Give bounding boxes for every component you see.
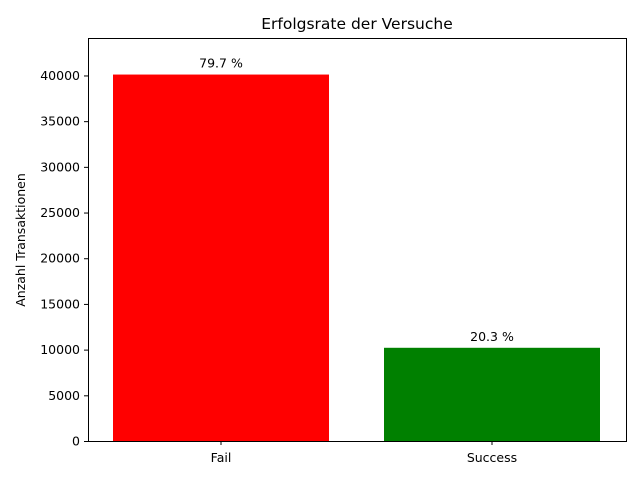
x-axis-ticks: Fail Success <box>211 441 517 465</box>
plot-area-frame <box>88 38 627 442</box>
chart-title: Erfolgsrate der Versuche <box>261 15 453 33</box>
bars-layer <box>113 74 600 442</box>
y-tick-label: 25000 <box>40 205 80 220</box>
data-label-success: 20.3 % <box>470 329 514 344</box>
y-tick-label: 5000 <box>48 388 80 403</box>
y-tick-label: 10000 <box>40 342 80 357</box>
x-tick-label: Success <box>467 450 517 465</box>
y-tick-label: 20000 <box>40 251 80 266</box>
bar-fail <box>113 74 329 442</box>
y-tick-label: 0 <box>72 434 80 449</box>
y-tick-label: 15000 <box>40 296 80 311</box>
y-axis-ticks: 0 5000 10000 15000 20000 25000 30000 35000 40000 <box>40 68 88 449</box>
y-tick-label: 30000 <box>40 159 80 174</box>
y-tick-label: 35000 <box>40 114 80 129</box>
y-tick-label: 40000 <box>40 68 80 83</box>
data-labels-layer: 79.7 % 20.3 % <box>199 56 514 344</box>
x-tick-label: Fail <box>211 450 232 465</box>
data-label-fail: 79.7 % <box>199 56 243 71</box>
y-axis-label: Anzahl Transaktionen <box>13 173 28 307</box>
bar-success <box>384 347 600 441</box>
